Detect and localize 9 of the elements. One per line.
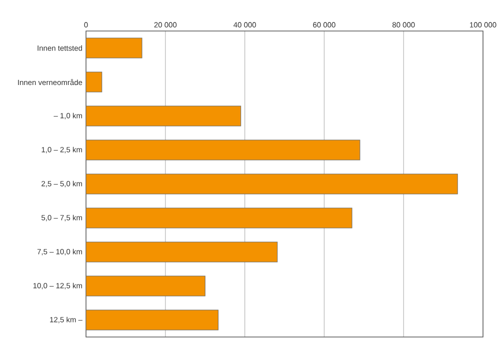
- bar: [86, 140, 360, 160]
- bar: [86, 310, 218, 330]
- bar: [86, 208, 352, 228]
- bar: [86, 242, 278, 262]
- bar: [86, 174, 458, 194]
- bar: [86, 38, 142, 58]
- bar: [86, 72, 102, 92]
- bar: [86, 276, 206, 296]
- bar: [86, 106, 242, 126]
